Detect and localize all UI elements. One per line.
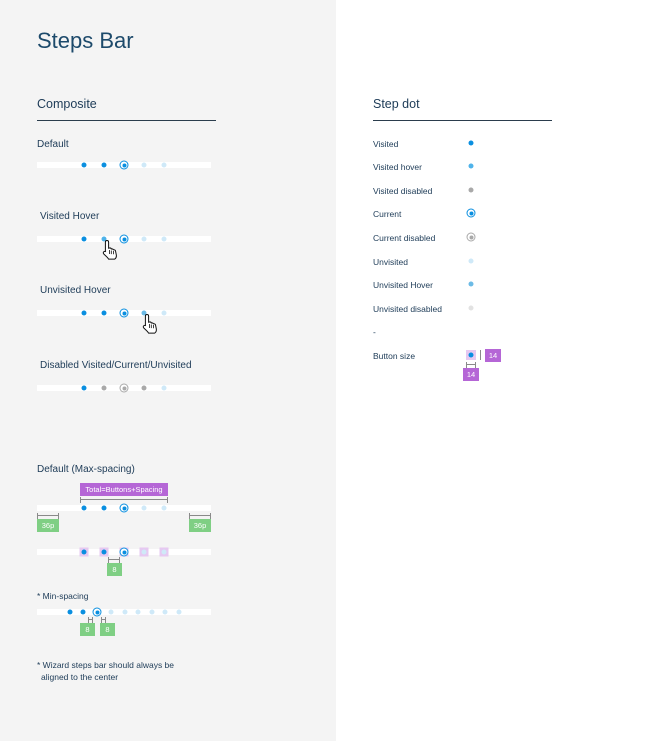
legend-current-disabled-label: Current disabled (373, 233, 436, 243)
default-label: Default (37, 139, 69, 150)
right-edge-measure (189, 513, 211, 519)
step-dot-visited[interactable] (101, 310, 107, 316)
step-dot-visited-hover[interactable] (101, 236, 107, 242)
step-dot-unvisited[interactable] (161, 236, 167, 242)
step-dot-visited[interactable] (81, 505, 87, 511)
step-dot-title: Step dot (373, 97, 420, 111)
legend-dot-unvisited-disabled (468, 305, 474, 311)
steps-bar-min-spacing (37, 607, 211, 617)
step-dot-unvisited (161, 549, 167, 555)
min-spacing-tag-left: 8 (80, 623, 95, 636)
step-dot-unvisited[interactable] (141, 505, 147, 511)
legend-unvisited-label: Unvisited (373, 257, 408, 267)
legend-unvisited-disabled-label: Unvisited disabled (373, 304, 442, 314)
button-size-height-measure (480, 350, 481, 360)
step-dot-visited[interactable] (81, 310, 87, 316)
button-spacing-measure (108, 557, 120, 563)
step-dot-unvisited-disabled (141, 385, 147, 391)
hand-pointer-icon (102, 239, 117, 260)
legend-dot-visited (468, 140, 474, 146)
step-dot-visited (101, 549, 107, 555)
step-dot-visited[interactable] (67, 609, 73, 615)
max-spacing-label: Default (Max-spacing) (37, 464, 135, 475)
legend-visited-disabled-label: Visited disabled (373, 186, 433, 196)
visited-hover-label: Visited Hover (40, 211, 100, 222)
step-dot-visited (81, 549, 87, 555)
steps-bar-max-spacing (37, 503, 211, 513)
min-spacing-label: * Min-spacing (37, 591, 89, 601)
legend-visited-label: Visited (373, 139, 399, 149)
step-dot-unvisited[interactable] (141, 236, 147, 242)
step-dot-current[interactable] (119, 234, 129, 244)
disabled-label: Disabled Visited/Current/Unvisited (40, 360, 192, 371)
left-edge-measure (37, 513, 59, 519)
composite-title: Composite (37, 97, 97, 111)
button-size-width-tag: 14 (463, 368, 479, 381)
legend-dot-unvisited (468, 258, 474, 264)
step-dot-unvisited-hover[interactable] (141, 310, 147, 316)
step-dot-unvisited[interactable] (122, 609, 128, 615)
step-dot-current[interactable] (119, 160, 129, 170)
step-dot-visited[interactable] (81, 162, 87, 168)
legend-current-label: Current (373, 209, 402, 219)
step-dot-visited (81, 385, 87, 391)
footnote-line-2: aligned to the center (41, 672, 119, 682)
legend-visited-hover-label: Visited hover (373, 162, 422, 172)
step-dot-current-disabled (119, 383, 129, 393)
step-dot-current[interactable] (92, 607, 102, 617)
legend-dot-unvisited-hover (468, 281, 474, 287)
unvisited-hover-label: Unvisited Hover (40, 285, 111, 296)
step-dot-unvisited[interactable] (161, 310, 167, 316)
step-dot-unvisited[interactable] (161, 505, 167, 511)
step-dot-unvisited[interactable] (176, 609, 182, 615)
button-size-dot (468, 352, 474, 358)
legend-dot-current-disabled (466, 232, 476, 242)
step-dot-unvisited[interactable] (162, 609, 168, 615)
step-dot-visited[interactable] (101, 505, 107, 511)
legend-dot-visited-disabled (468, 187, 474, 193)
step-dot-unvisited[interactable] (161, 162, 167, 168)
step-dot-unvisited (141, 549, 147, 555)
step-dot-unvisited[interactable] (108, 609, 114, 615)
composite-panel (0, 0, 336, 741)
min-spacing-tag-right: 8 (100, 623, 115, 636)
total-measure-line (80, 497, 168, 503)
min-spacing-measure-left (88, 617, 93, 623)
button-size-label: Button size (373, 351, 416, 361)
step-dot-visited-disabled (101, 385, 107, 391)
steps-bar-disabled (37, 383, 211, 393)
step-dot-unvisited (161, 385, 167, 391)
steps-bar-unvisited-hover (37, 308, 211, 318)
step-dot-visited[interactable] (81, 236, 87, 242)
legend-separator: - (373, 327, 376, 337)
step-dot-unvisited[interactable] (135, 609, 141, 615)
step-dot-visited[interactable] (101, 162, 107, 168)
legend-unvisited-hover-label: Unvisited Hover (373, 280, 433, 290)
min-spacing-measure-right (101, 617, 106, 623)
step-dot-divider (373, 120, 552, 121)
step-dot-unvisited[interactable] (149, 609, 155, 615)
step-dot-current[interactable] (119, 308, 129, 318)
button-spacing-tag: 8 (107, 563, 122, 576)
hand-pointer-icon (142, 313, 157, 334)
total-spacing-tag: Total=Buttons+Spacing (80, 483, 168, 496)
legend-dot-current (466, 208, 476, 218)
step-dot-visited[interactable] (80, 609, 86, 615)
button-size-height-tag: 14 (485, 349, 501, 362)
footnote-line-1: * Wizard steps bar should always be (37, 660, 175, 670)
button-size-box (466, 350, 476, 360)
left-edge-spacing-tag: 36p (37, 519, 59, 532)
step-dot-current (119, 547, 129, 557)
steps-bar-default (37, 160, 211, 170)
page-title: Steps Bar (37, 28, 134, 53)
steps-bar-visited-hover (37, 234, 211, 244)
composite-divider (37, 120, 216, 121)
right-edge-spacing-tag: 36p (189, 519, 211, 532)
legend-dot-visited-hover (468, 163, 474, 169)
button-size-width-measure (466, 362, 476, 368)
steps-bar-button-boxes (37, 547, 211, 557)
step-dot-current[interactable] (119, 503, 129, 513)
step-dot-unvisited[interactable] (141, 162, 147, 168)
